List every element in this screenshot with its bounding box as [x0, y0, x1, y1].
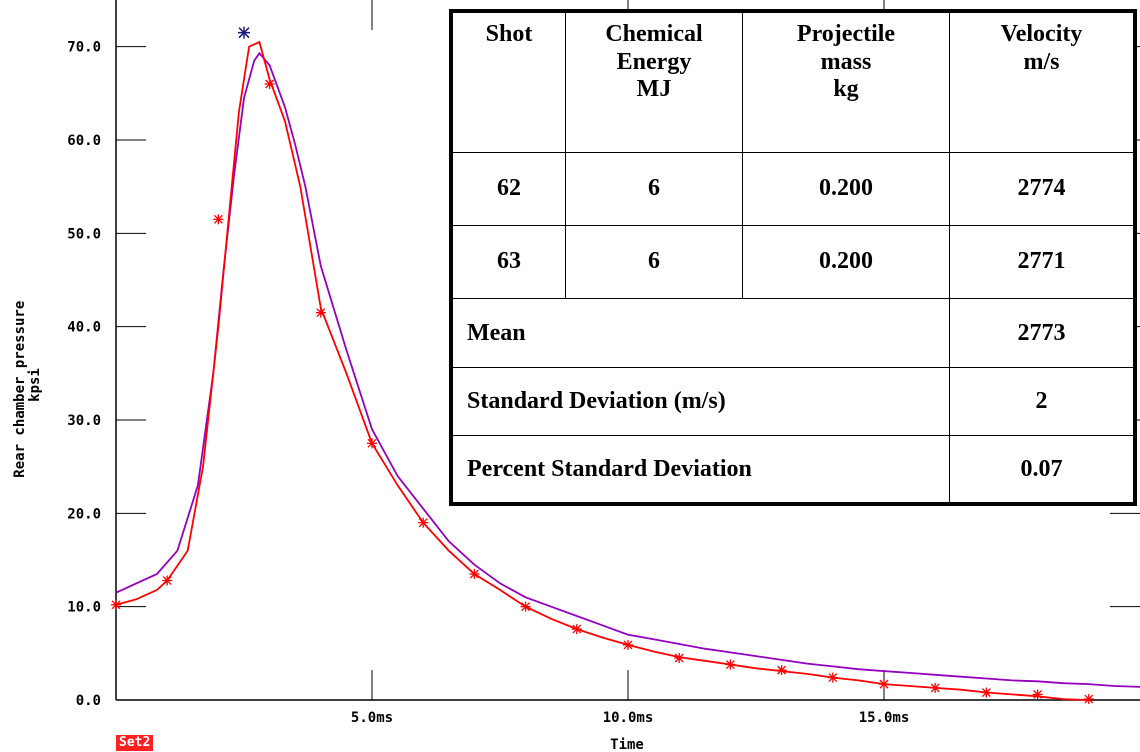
series-marker — [469, 569, 480, 579]
summary-row: Percent Standard Deviation 0.07 — [450, 435, 1136, 505]
y-axis-label-line1: Rear chamber pressure — [12, 301, 28, 478]
x-axis-label: Time — [610, 737, 644, 752]
y-tick-label: 20.0 — [67, 506, 101, 522]
axes: 0.0 10.0 20.0 30.0 40.0 50.0 60.0 70.0 5.0ms 10.0… — [67, 0, 1140, 726]
series-marker — [367, 438, 377, 449]
peak-marker — [238, 26, 250, 39]
series-marker — [981, 687, 992, 698]
series-markers — [111, 26, 1094, 705]
summary-label: Standard Deviation (m/s) — [450, 366, 950, 437]
series-marker — [315, 307, 326, 318]
series-marker — [879, 679, 889, 690]
y-tick-label: 60.0 — [67, 133, 101, 149]
table-row: 63 6 0.200 2771 — [450, 224, 1136, 300]
x-tick-label: 5.0ms — [351, 710, 393, 726]
table-cell: 0.200 — [742, 151, 950, 226]
y-axis-label-line2: kpsi — [27, 368, 43, 402]
series-marker — [162, 575, 173, 586]
y-tick-label: 40.0 — [67, 320, 101, 336]
y-tick-label: 30.0 — [67, 413, 101, 429]
table-cell: 6 — [565, 151, 743, 226]
table-cell: 63 — [450, 224, 566, 300]
series-line-1 — [115, 51, 1140, 688]
summary-value: 2 — [949, 366, 1136, 437]
table-cell: 6 — [565, 224, 743, 300]
table-cell: 2771 — [949, 224, 1136, 300]
x-tick-label: 10.0ms — [603, 710, 654, 726]
series-marker — [930, 682, 941, 693]
series-marker — [213, 214, 224, 225]
table-row: 62 6 0.200 2774 — [450, 151, 1136, 226]
results-table: Shot Chemical Energy MJ Projectile mass kg V… — [449, 9, 1137, 506]
summary-value: 0.07 — [949, 435, 1136, 505]
y-tick-label: 0.0 — [76, 693, 101, 709]
series-marker — [1032, 689, 1043, 700]
series-marker — [725, 659, 736, 670]
series-marker — [1083, 694, 1094, 705]
series-marker — [418, 517, 429, 528]
series-marker — [571, 624, 582, 635]
table-header-row: Shot Chemical Energy MJ Projectile mass kg V… — [450, 10, 1136, 153]
series-marker — [776, 665, 787, 676]
summary-label: Mean — [450, 298, 950, 368]
series-marker — [520, 601, 531, 612]
table-body: 62 6 0.200 2774 63 6 0.200 2771 Mean 2773 Standard… — [450, 151, 1136, 505]
series-marker — [111, 599, 121, 610]
series-marker — [264, 79, 275, 89]
header-projectile-mass: Projectile mass kg — [742, 10, 950, 153]
summary-value: 2773 — [949, 298, 1136, 368]
series-marker — [827, 672, 838, 683]
summary-row: Standard Deviation (m/s) 2 — [450, 366, 1136, 437]
series-marker — [623, 639, 633, 650]
y-tick-label: 70.0 — [67, 40, 101, 56]
summary-label: Percent Standard Deviation — [450, 435, 950, 505]
table-cell: 2774 — [949, 151, 1136, 226]
header-velocity: Velocity m/s — [949, 10, 1136, 153]
series-marker — [674, 653, 685, 663]
y-tick-label: 50.0 — [67, 226, 101, 242]
y-axis-label: Rear chamber pressure kpsi — [12, 292, 43, 477]
header-chemical-energy: Chemical Energy MJ — [565, 10, 743, 153]
y-tick-label: 10.0 — [67, 600, 101, 616]
x-tick-label: 15.0ms — [859, 710, 910, 726]
table-cell: 62 — [450, 151, 566, 226]
table-cell: 0.200 — [742, 224, 950, 300]
set-label: Set2 — [116, 735, 154, 751]
header-shot: Shot — [450, 10, 566, 153]
summary-row: Mean 2773 — [450, 298, 1136, 368]
